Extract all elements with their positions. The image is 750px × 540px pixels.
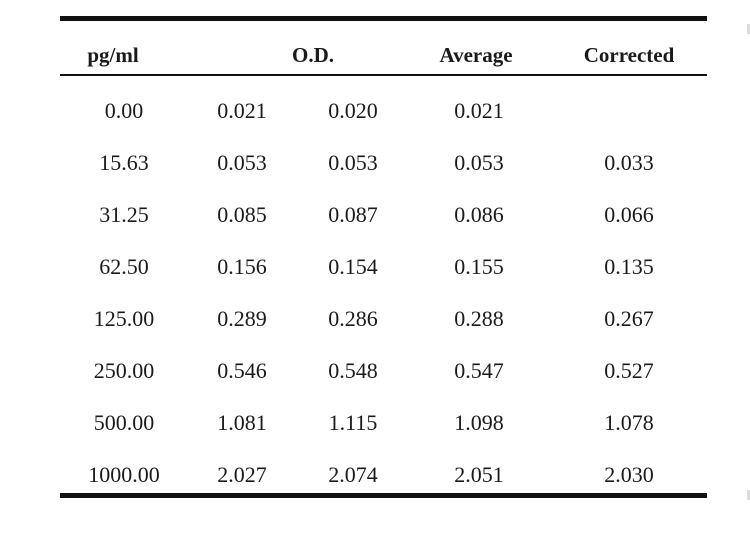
cell-concentration: 62.50	[99, 254, 149, 279]
page-edge-mark	[747, 490, 750, 500]
cell-concentration: 250.00	[93, 358, 155, 383]
cell-od1: 0.289	[217, 306, 267, 331]
cell-corrected: 0.267	[604, 306, 654, 331]
cell-corrected: 0.135	[604, 254, 654, 279]
cell-average: 1.098	[454, 410, 504, 435]
page-edge-mark	[747, 24, 750, 34]
cell-od1: 1.081	[217, 410, 267, 435]
cell-concentration: 125.00	[93, 306, 155, 331]
cell-concentration: 15.63	[99, 150, 149, 175]
cell-od2: 1.115	[328, 410, 378, 435]
cell-concentration: 0.00	[104, 98, 144, 123]
cell-od1: 0.156	[217, 254, 267, 279]
header-corrected: Corrected	[583, 43, 675, 67]
cell-od2: 0.548	[328, 358, 378, 383]
table-bottom-rule	[60, 493, 707, 498]
cell-od2: 2.074	[328, 462, 378, 487]
cell-corrected: 2.030	[604, 462, 654, 487]
cell-average: 0.086	[454, 202, 504, 227]
cell-concentration: 500.00	[93, 410, 155, 435]
cell-od2: 0.154	[328, 254, 378, 279]
cell-average: 0.288	[454, 306, 504, 331]
cell-average: 0.547	[454, 358, 504, 383]
cell-concentration: 31.25	[99, 202, 149, 227]
cell-corrected: 0.033	[604, 150, 654, 175]
cell-od1: 0.053	[217, 150, 267, 175]
table-top-rule	[60, 16, 707, 21]
cell-od2: 0.087	[328, 202, 378, 227]
cell-od1: 2.027	[217, 462, 267, 487]
cell-corrected: 0.066	[604, 202, 654, 227]
cell-corrected: 1.078	[604, 410, 654, 435]
cell-average: 2.051	[454, 462, 504, 487]
cell-od2: 0.020	[328, 98, 378, 123]
cell-concentration: 1000.00	[88, 462, 160, 487]
cell-average: 0.155	[454, 254, 504, 279]
header-od: O.D.	[292, 43, 334, 67]
table-header-rule	[60, 74, 707, 76]
cell-od1: 0.085	[217, 202, 267, 227]
header-concentration: pg/ml	[87, 43, 139, 67]
cell-average: 0.021	[454, 98, 504, 123]
cell-od1: 0.021	[217, 98, 267, 123]
header-average: Average	[439, 43, 513, 67]
cell-corrected: 0.527	[604, 358, 654, 383]
cell-od2: 0.286	[328, 306, 378, 331]
cell-od2: 0.053	[328, 150, 378, 175]
cell-od1: 0.546	[217, 358, 267, 383]
cell-average: 0.053	[454, 150, 504, 175]
